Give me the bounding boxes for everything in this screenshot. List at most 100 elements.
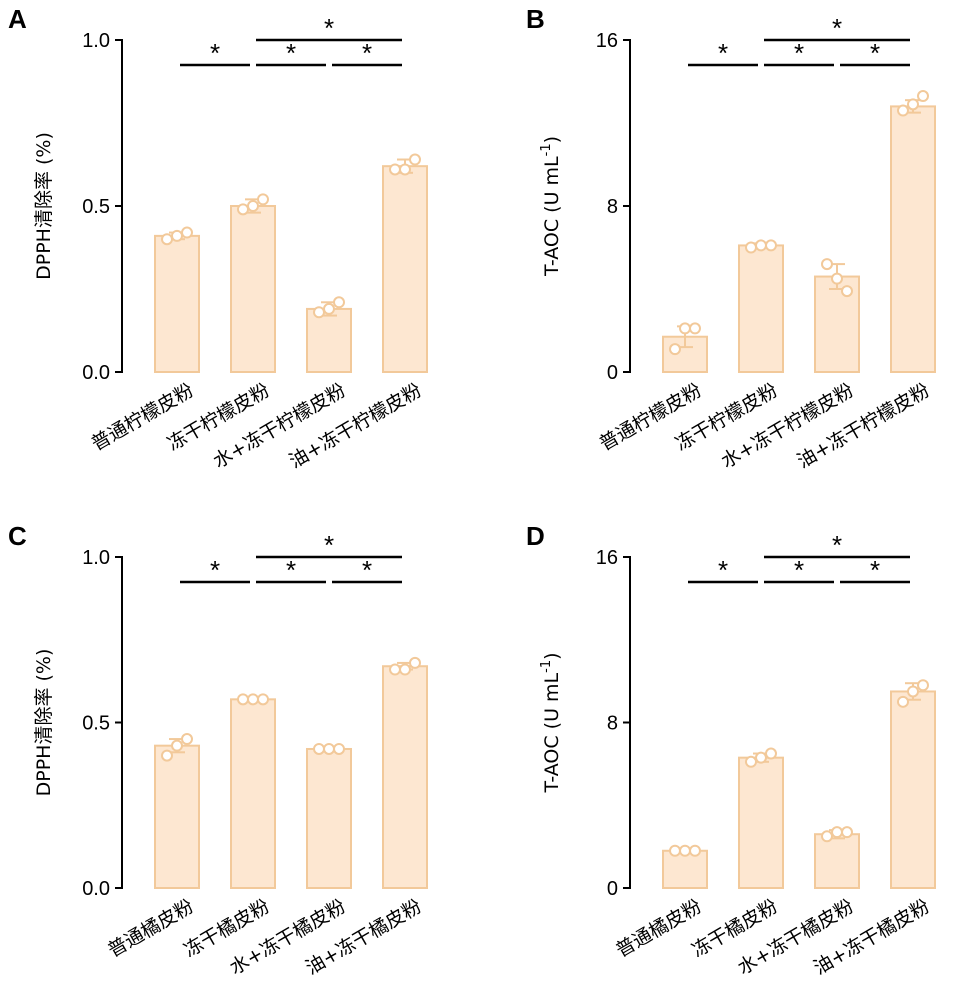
y-tick-label: 0 [607, 878, 618, 900]
data-point [832, 274, 842, 284]
significance-marker: * [870, 555, 880, 585]
y-axis-title: T-AOC (U mL-1) [539, 136, 563, 277]
panel-label: C [8, 521, 27, 551]
significance-marker: * [210, 555, 220, 585]
bar [307, 309, 351, 372]
data-point [842, 827, 852, 837]
significance-marker: * [362, 38, 372, 68]
y-axis-title: DPPH清除率 (%) [33, 649, 55, 797]
data-point [756, 753, 766, 763]
data-point [690, 323, 700, 333]
data-point [746, 757, 756, 767]
data-point [182, 228, 192, 238]
data-point [248, 201, 258, 211]
data-point [258, 694, 268, 704]
significance-marker: * [286, 38, 296, 68]
data-point [918, 680, 928, 690]
data-point [918, 91, 928, 101]
data-point [172, 231, 182, 241]
data-point [162, 234, 172, 244]
bar [891, 106, 935, 372]
y-tick-label: 0.0 [82, 878, 110, 900]
x-category-label: 油+冻干柠檬皮粉 [794, 379, 934, 473]
data-point [238, 694, 248, 704]
data-point [908, 686, 918, 696]
data-point [162, 751, 172, 761]
y-axis-title-main: DPPH清除率 (%) [33, 132, 55, 280]
y-tick-label: 1.0 [82, 30, 110, 52]
chart-panel-c: C0.00.51.0DPPH清除率 (%)普通橘皮粉冻干橘皮粉水+冻干橘皮粉油+… [8, 521, 427, 979]
data-point [334, 297, 344, 307]
data-point [680, 323, 690, 333]
data-point [898, 697, 908, 707]
data-point [400, 164, 410, 174]
data-point [822, 259, 832, 269]
data-point [670, 846, 680, 856]
data-point [248, 694, 258, 704]
data-point [314, 744, 324, 754]
bar [815, 834, 859, 888]
bar [231, 206, 275, 372]
bar [307, 749, 351, 888]
significance-marker: * [210, 38, 220, 68]
y-tick-label: 8 [607, 713, 618, 735]
data-point [390, 665, 400, 675]
data-point [766, 240, 776, 250]
data-point [842, 286, 852, 296]
x-category-label: 普通橘皮粉 [612, 895, 705, 962]
bar [891, 691, 935, 888]
data-point [324, 304, 334, 314]
y-axis-title-main: T-AOC (U mL [541, 156, 563, 277]
y-axis-title-end: ) [541, 652, 563, 659]
data-point [172, 741, 182, 751]
significance-marker: * [832, 530, 842, 560]
y-axis-title-superscript: -1 [539, 660, 554, 673]
data-point [314, 307, 324, 317]
significance-marker: * [718, 38, 728, 68]
data-point [766, 749, 776, 759]
y-tick-label: 0.5 [82, 196, 110, 218]
panel-label: D [526, 521, 545, 551]
data-point [324, 744, 334, 754]
significance-marker: * [718, 555, 728, 585]
data-point [832, 827, 842, 837]
bar [383, 166, 427, 372]
y-tick-label: 0 [607, 362, 618, 384]
significance-marker: * [794, 38, 804, 68]
significance-marker: * [324, 13, 334, 43]
significance-marker: * [286, 555, 296, 585]
significance-marker: * [324, 530, 334, 560]
x-category-label: 水+冻干柠檬皮粉 [210, 379, 350, 473]
data-point [410, 658, 420, 668]
data-point [690, 846, 700, 856]
panel-label: B [526, 4, 545, 34]
data-point [746, 243, 756, 253]
data-point [680, 846, 690, 856]
bar [155, 746, 199, 888]
chart-panel-b: B0816T-AOC (U mL-1)普通柠檬皮粉冻干柠檬皮粉水+冻干柠檬皮粉油… [526, 4, 935, 473]
data-point [908, 99, 918, 109]
bar [739, 245, 783, 372]
significance-marker: * [870, 38, 880, 68]
significance-marker: * [794, 555, 804, 585]
y-axis-title-main: DPPH清除率 (%) [33, 649, 55, 797]
y-axis-title-main: T-AOC (U mL [541, 672, 563, 793]
data-point [822, 831, 832, 841]
y-axis-title-end: ) [541, 136, 563, 143]
bar [231, 699, 275, 888]
data-point [390, 164, 400, 174]
y-axis-title: DPPH清除率 (%) [33, 132, 55, 280]
data-point [334, 744, 344, 754]
panel-label: A [8, 4, 27, 34]
bar [383, 666, 427, 888]
x-category-label: 普通橘皮粉 [104, 895, 197, 962]
data-point [410, 155, 420, 165]
data-point [756, 240, 766, 250]
bar [739, 758, 783, 888]
data-point [898, 106, 908, 116]
data-point [400, 665, 410, 675]
y-tick-label: 8 [607, 196, 618, 218]
x-category-label: 油+冻干柠檬皮粉 [286, 379, 426, 473]
y-tick-label: 0.5 [82, 713, 110, 735]
y-tick-label: 16 [596, 547, 618, 569]
